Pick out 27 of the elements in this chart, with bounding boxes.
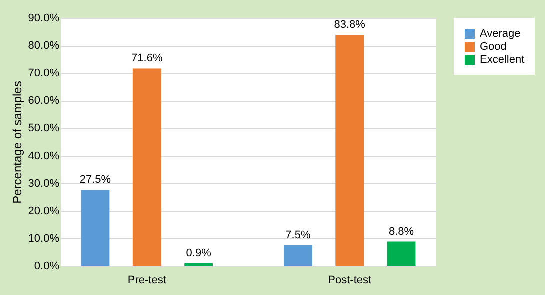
legend-label: Excellent bbox=[480, 54, 525, 66]
y-tick-label: 20.0% bbox=[28, 205, 60, 218]
data-label: 83.8% bbox=[334, 19, 366, 32]
bar bbox=[132, 68, 162, 266]
y-tick-label: 30.0% bbox=[28, 178, 60, 190]
y-axis-title: Percentage of samples bbox=[10, 81, 24, 204]
data-label: 7.5% bbox=[286, 229, 311, 242]
legend-label: Good bbox=[480, 41, 507, 53]
bar bbox=[284, 245, 312, 266]
y-tick-label: 80.0% bbox=[28, 40, 60, 52]
legend-label: Average bbox=[480, 28, 521, 40]
y-tick-label: 70.0% bbox=[28, 68, 60, 80]
y-tick-label: 10.0% bbox=[28, 232, 60, 245]
data-label: 27.5% bbox=[80, 174, 112, 186]
bar bbox=[81, 190, 110, 266]
y-tick-label: 50.0% bbox=[28, 122, 60, 135]
y-tick-label: 40.0% bbox=[28, 150, 60, 162]
data-label: 8.8% bbox=[388, 226, 414, 238]
bar bbox=[336, 35, 364, 266]
y-tick-label: 0.0% bbox=[34, 260, 60, 272]
y-tick-label: 90.0% bbox=[28, 12, 60, 24]
data-label: 71.6% bbox=[132, 52, 163, 65]
y-tick-label: 60.0% bbox=[28, 95, 60, 108]
x-tick-label: Post-test bbox=[328, 274, 372, 286]
data-label: 0.9% bbox=[186, 248, 212, 260]
bar bbox=[387, 242, 416, 266]
x-tick-label: Pre-test bbox=[128, 274, 166, 286]
